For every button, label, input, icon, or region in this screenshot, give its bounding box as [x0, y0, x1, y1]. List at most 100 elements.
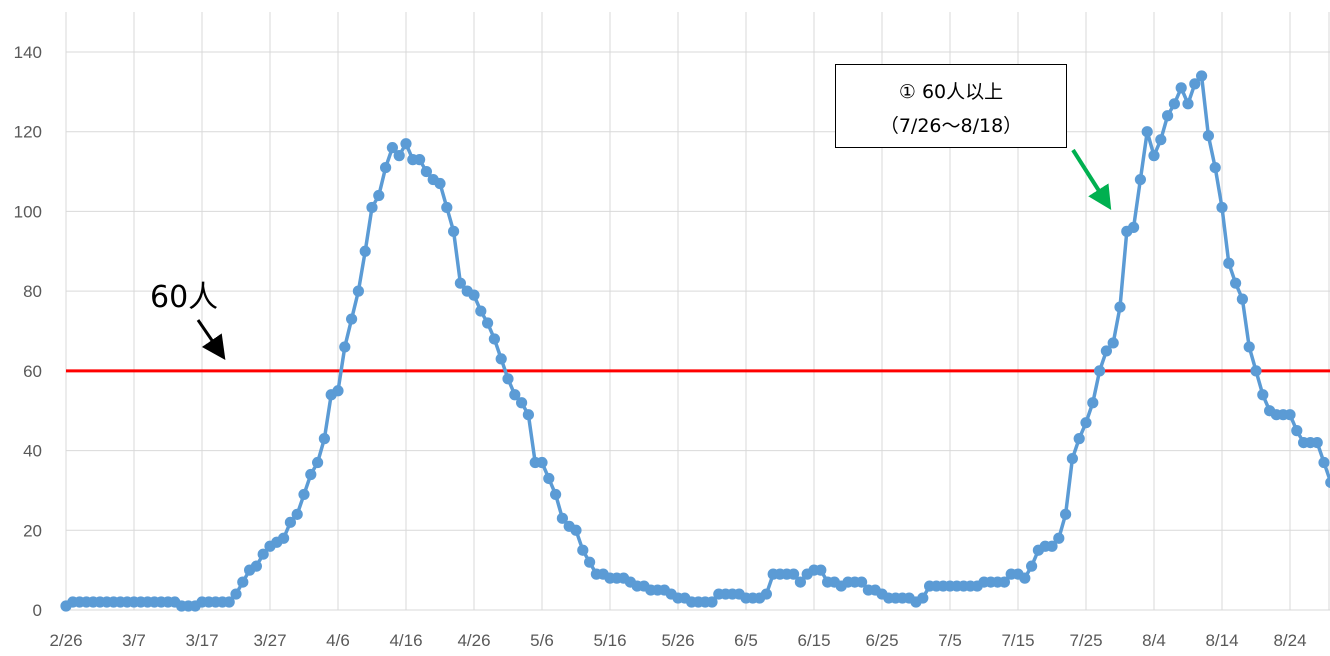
y-tick-label: 40 [23, 442, 42, 461]
data-point [570, 524, 582, 536]
data-point [1284, 409, 1296, 421]
data-point [237, 576, 249, 588]
data-point [414, 154, 426, 166]
data-point [1250, 365, 1262, 377]
data-point [318, 433, 330, 445]
x-tick-label: 6/15 [797, 631, 830, 650]
data-point [1202, 130, 1214, 142]
data-point [1019, 572, 1031, 584]
data-point [1155, 134, 1167, 146]
x-axis-tick-labels: 2/26 3/7 3/17 3/27 4/6 4/16 4/26 5/6 5/16 5/26 6/5… [49, 631, 1306, 650]
data-point [516, 397, 528, 409]
x-tick-label: 3/27 [253, 631, 286, 650]
data-point [1291, 425, 1303, 437]
data-point [536, 456, 548, 469]
data-point [1134, 173, 1146, 186]
x-tick-label: 3/17 [185, 631, 218, 650]
x-tick-label: 7/25 [1069, 631, 1102, 650]
data-point [1073, 433, 1085, 445]
data-point [1094, 365, 1106, 377]
data-point [794, 576, 807, 588]
data-point [584, 556, 596, 568]
data-point [760, 588, 773, 600]
data-point [1100, 345, 1112, 357]
y-tick-label: 20 [23, 521, 42, 540]
x-tick-label: 4/26 [457, 631, 490, 650]
data-point [998, 576, 1011, 588]
data-point [1053, 532, 1065, 544]
data-point [250, 560, 262, 572]
data-point [1046, 540, 1058, 552]
data-point [359, 245, 371, 257]
data-point [1141, 126, 1153, 138]
y-tick-label: 140 [14, 43, 42, 62]
y-tick-label: 80 [23, 282, 42, 301]
data-point [434, 177, 446, 190]
horizontal-gridlines [66, 51, 1330, 611]
data-point [1168, 98, 1180, 110]
data-point [1318, 456, 1330, 469]
series-layer [60, 70, 1330, 612]
data-point [441, 201, 453, 214]
data-point [1162, 110, 1174, 122]
data-point [1216, 201, 1228, 214]
data-point [1080, 417, 1092, 429]
data-point [1243, 341, 1255, 353]
data-point [1311, 437, 1323, 449]
data-point [257, 548, 269, 560]
data-point [1148, 150, 1160, 162]
data-point [312, 456, 324, 469]
data-point [1230, 277, 1242, 289]
data-point [1196, 70, 1208, 82]
data-point [488, 333, 500, 345]
vertical-gridlines [65, 12, 1330, 610]
data-point [1325, 476, 1330, 488]
x-tick-label: 4/6 [326, 631, 350, 650]
x-tick-label: 8/24 [1273, 631, 1306, 650]
data-point [1026, 560, 1038, 572]
data-point [495, 353, 507, 365]
data-point [856, 576, 868, 588]
data-point [284, 516, 296, 528]
x-tick-label: 5/26 [661, 631, 694, 650]
data-point [366, 201, 378, 214]
data-point [400, 138, 412, 150]
data-point [1060, 508, 1072, 520]
data-point [1087, 397, 1099, 409]
x-tick-label: 8/14 [1205, 631, 1238, 650]
x-tick-label: 5/6 [530, 631, 554, 650]
data-point [917, 592, 929, 604]
x-tick-label: 3/7 [122, 631, 146, 650]
data-point [815, 564, 827, 576]
data-point [298, 488, 310, 501]
data-point [1189, 78, 1201, 90]
data-point [454, 277, 466, 289]
data-point [386, 142, 398, 154]
data-point [278, 532, 290, 544]
data-point [346, 313, 358, 325]
data-point [352, 285, 364, 297]
x-tick-label: 8/4 [1142, 631, 1166, 650]
data-point [543, 472, 555, 485]
callout-box: ① 60人以上 （7/26〜8/18） [835, 64, 1067, 148]
data-point [1107, 337, 1119, 349]
data-point [339, 341, 351, 353]
y-tick-label: 0 [33, 601, 42, 620]
data-point [1182, 98, 1194, 110]
y-tick-label: 120 [14, 123, 42, 142]
data-point [1128, 221, 1140, 233]
data-point [522, 409, 535, 421]
x-tick-label: 6/5 [734, 631, 758, 650]
data-point [448, 225, 460, 237]
reference-line-label: 60人 [150, 280, 219, 315]
data-point [332, 385, 344, 397]
data-point [1066, 452, 1078, 465]
x-tick-label: 7/5 [938, 631, 962, 650]
data-point [1236, 293, 1248, 305]
x-tick-label: 5/16 [593, 631, 626, 650]
data-point [550, 488, 562, 501]
x-tick-label: 2/26 [49, 631, 82, 650]
data-point [380, 161, 392, 174]
data-point [475, 305, 487, 317]
x-tick-label: 7/15 [1001, 631, 1034, 650]
